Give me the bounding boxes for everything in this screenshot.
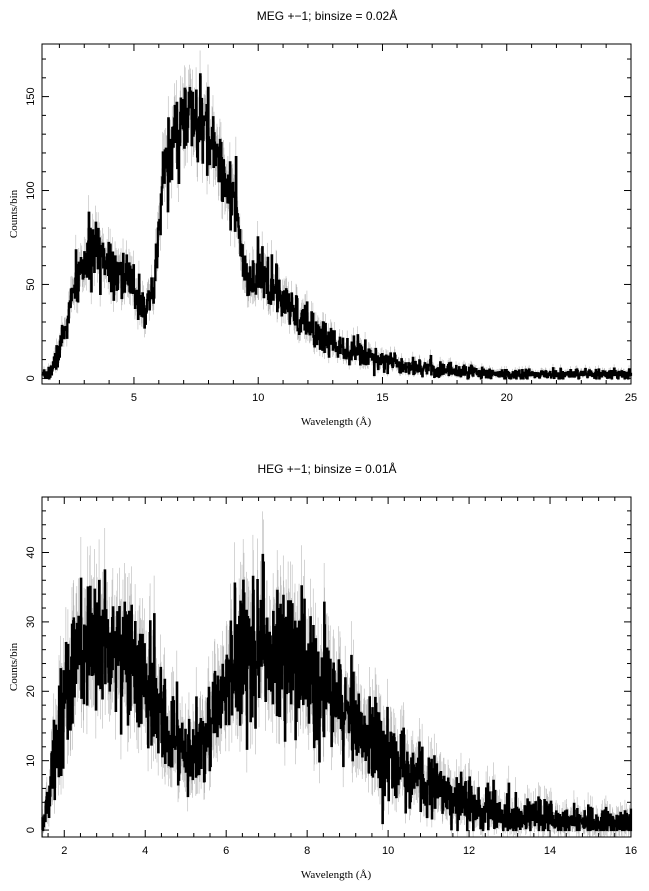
meg-y-tick-label: 100 [25,181,37,199]
meg-error-bar-path [41,50,632,381]
heg-x-tick-label: 10 [382,845,394,857]
heg-y-tick-label: 40 [25,546,37,558]
meg-y-axis: 0 50 100 150 [25,58,631,381]
heg-y-tick-label: 10 [25,755,37,767]
meg-x-tick-label: 15 [376,392,388,404]
meg-x-tick-label: 25 [625,392,637,404]
heg-x-tick-label: 14 [544,845,556,857]
heg-y-tick-label: 30 [25,616,37,628]
meg-series-line [41,73,633,380]
meg-x-axis: 5 10 15 20 25 [58,44,637,404]
meg-chart-title: MEG +−1; binsize = 0.02Å [257,8,397,23]
meg-spectrum [41,73,633,380]
heg-x-tick-label: 16 [625,845,637,857]
meg-plot-frame [41,43,632,385]
heg-x-tick-label: 2 [61,845,67,857]
meg-y-tick-label: 150 [25,87,37,105]
meg-x-tick-label: 20 [501,392,513,404]
heg-y-axis-label: Counts/bin [8,642,20,691]
heg-x-axis: 2 4 6 8 10 12 14 16 [47,497,637,857]
meg-x-tick-label: 10 [252,392,264,404]
meg-error-bars [41,50,632,381]
heg-panel: HEG +−1; binsize = 0.01Å 2 4 6 8 10 12 14 16 0 1… [8,461,637,881]
meg-y-tick-label: 0 [25,375,37,381]
heg-x-tick-label: 8 [304,845,310,857]
heg-x-tick-label: 12 [463,845,475,857]
meg-x-tick-label: 5 [131,392,137,404]
heg-x-tick-label: 4 [142,845,148,857]
meg-y-axis-label: Counts/bin [8,189,20,238]
heg-y-tick-label: 20 [25,685,37,697]
meg-x-axis-label: Wavelength (Å) [301,416,372,428]
heg-spectrum [41,553,633,832]
heg-chart-title: HEG +−1; binsize = 0.01Å [257,461,396,476]
heg-x-tick-label: 6 [223,845,229,857]
heg-y-axis: 0 10 20 30 40 [25,496,631,833]
heg-series-line [41,553,633,832]
meg-panel: MEG +−1; binsize = 0.02Å 5 10 15 20 25 0 50 10… [8,8,637,428]
heg-x-axis-label: Wavelength (Å) [301,869,372,881]
heg-plot-frame [41,496,632,838]
heg-y-tick-label: 0 [25,827,37,833]
meg-y-tick-label: 50 [25,278,37,290]
